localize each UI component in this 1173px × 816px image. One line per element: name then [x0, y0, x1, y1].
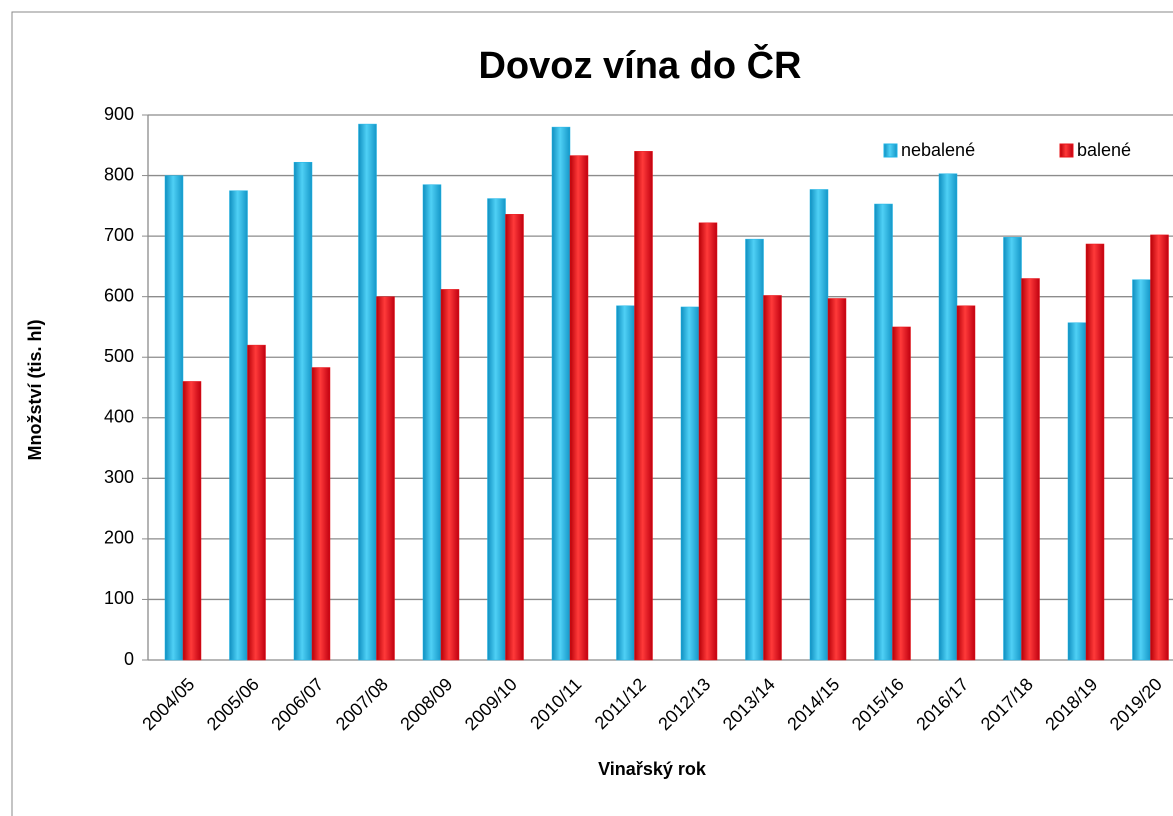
bar — [634, 151, 653, 661]
y-tick-label: 700 — [104, 225, 134, 245]
bar — [763, 295, 782, 661]
bar — [680, 306, 700, 661]
x-tick-label: 2017/18 — [977, 674, 1037, 734]
x-tick-label: 2011/12 — [591, 674, 650, 733]
y-tick-label: 800 — [104, 164, 134, 184]
bar — [422, 184, 442, 661]
bar — [487, 198, 506, 661]
y-tick-label: 0 — [124, 649, 134, 669]
legend-swatch — [1059, 143, 1074, 158]
y-tick-label: 100 — [104, 588, 134, 608]
bar — [956, 305, 976, 661]
x-tick-label: 2015/16 — [848, 674, 908, 734]
x-tick-label: 2016/17 — [912, 674, 972, 734]
bar — [745, 238, 764, 661]
bar — [293, 161, 313, 661]
chart-frame — [11, 11, 1173, 816]
bar — [1021, 278, 1040, 661]
bar — [229, 190, 248, 661]
bar — [164, 175, 184, 661]
x-tick-label: 2005/06 — [203, 674, 263, 734]
y-axis-title: Množství (tis. hl) — [25, 320, 45, 461]
x-tick-label: 2008/09 — [396, 674, 456, 734]
bar — [1067, 322, 1087, 661]
bar — [311, 367, 331, 661]
bar — [827, 298, 847, 661]
bar — [1150, 234, 1169, 661]
bar — [1003, 237, 1022, 661]
bar — [247, 344, 266, 661]
y-tick-label: 200 — [104, 528, 134, 548]
bar — [505, 214, 524, 661]
bar — [182, 381, 202, 661]
x-tick-label: 2013/14 — [719, 674, 779, 734]
x-tick-label: 2007/08 — [332, 674, 392, 734]
bar — [616, 305, 635, 661]
bar — [698, 222, 718, 661]
legend-label: nebalené — [901, 140, 975, 160]
x-tick-label: 2010/11 — [526, 674, 585, 733]
legend-swatch — [883, 143, 898, 158]
bar — [809, 189, 829, 661]
bar — [1132, 279, 1151, 661]
bar — [358, 123, 377, 661]
bar — [376, 296, 395, 661]
bar — [551, 126, 571, 661]
bar — [569, 155, 589, 661]
y-tick-label: 900 — [104, 104, 134, 124]
bar — [440, 289, 460, 661]
y-tick-label: 400 — [104, 407, 134, 427]
x-tick-label: 2012/13 — [654, 674, 714, 734]
legend-label: balené — [1077, 140, 1131, 160]
bar — [1085, 243, 1105, 661]
x-tick-label: 2009/10 — [461, 674, 521, 734]
y-tick-label: 500 — [104, 346, 134, 366]
x-tick-label: 2019/20 — [1106, 674, 1166, 734]
x-tick-label: 2018/19 — [1041, 674, 1101, 734]
x-tick-label: 2006/07 — [267, 674, 327, 734]
bar — [892, 326, 911, 661]
bar — [938, 173, 958, 661]
chart-title: Dovoz vína do ČR — [478, 42, 801, 87]
x-tick-label: 2004/05 — [138, 674, 198, 734]
x-axis-title: Vinařský rok — [598, 759, 707, 779]
y-tick-label: 600 — [104, 285, 134, 305]
y-tick-label: 300 — [104, 467, 134, 487]
bar — [874, 203, 893, 661]
x-tick-label: 2014/15 — [783, 674, 843, 734]
